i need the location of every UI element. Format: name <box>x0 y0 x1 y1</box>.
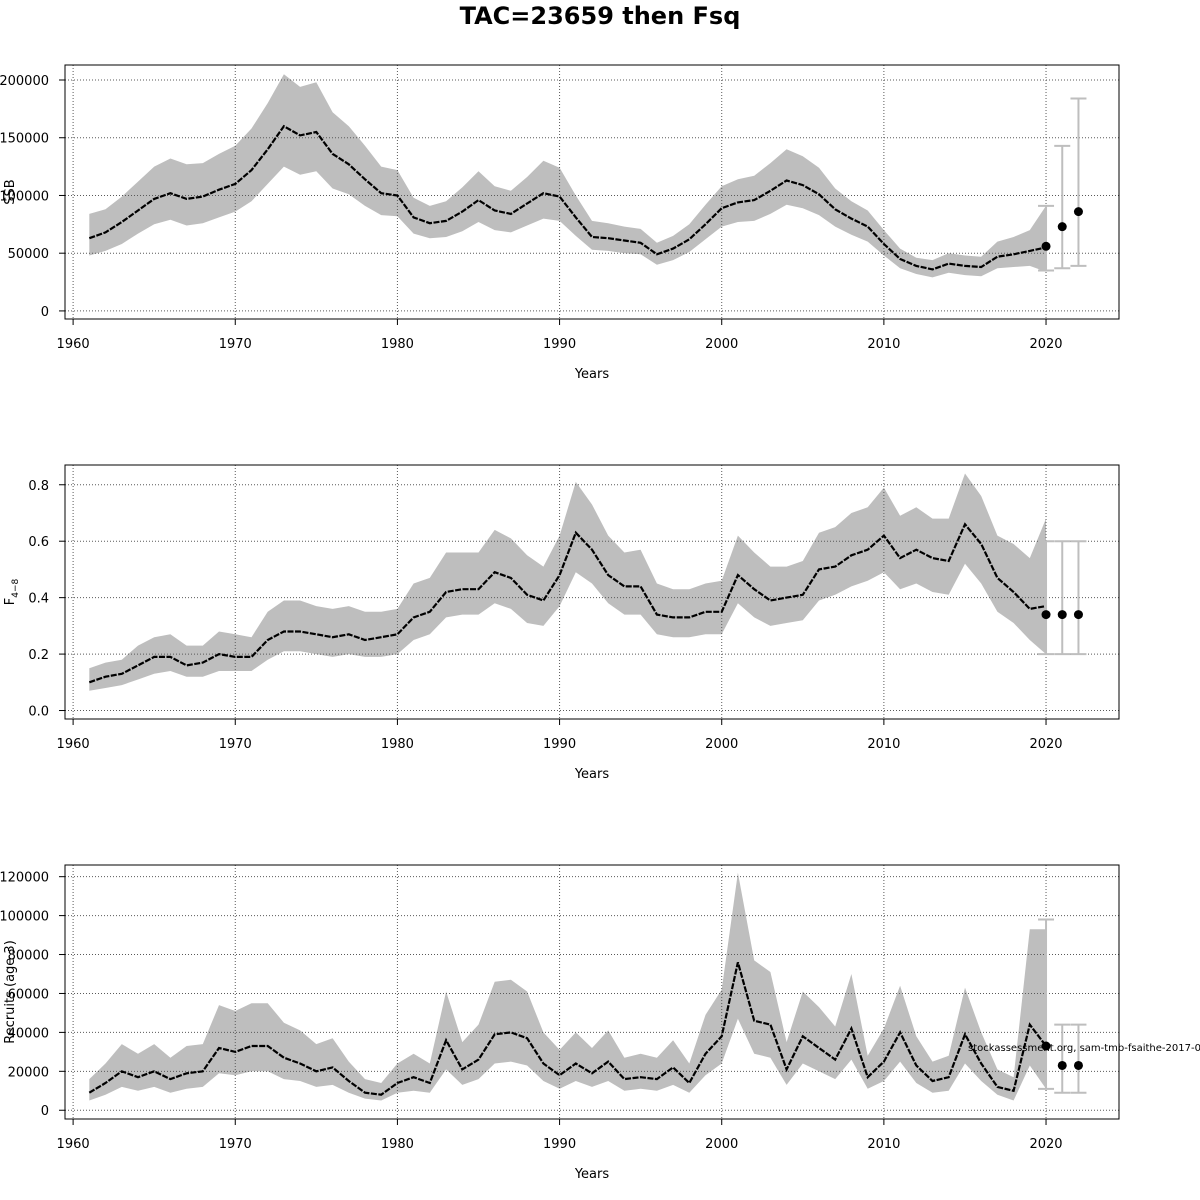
f-y-axis-title: F4−8 <box>3 578 21 605</box>
f-forecast-point-2020 <box>1041 610 1051 620</box>
recruits-y-tick-label-1: 20000 <box>8 1065 49 1080</box>
ssb-y-tick-label-0: 0 <box>41 305 49 320</box>
f-x-tick-label-1990: 1990 <box>543 737 576 752</box>
recruits-y-tick-label-5: 100000 <box>0 910 49 925</box>
f-y-tick-label-2: 0.4 <box>28 592 49 607</box>
recruits-y-tick-label-4: 80000 <box>8 949 49 964</box>
f-y-axis-title-subscript: 4−8 <box>11 578 21 597</box>
recruits-x-tick-label-2000: 2000 <box>705 1137 738 1152</box>
ssb-y-tick-label-2: 100000 <box>0 189 49 204</box>
recruits-x-tick-label-2020: 2020 <box>1029 1137 1062 1152</box>
ssb-x-tick-label-1990: 1990 <box>543 337 576 352</box>
recruits-estimate-line <box>88 962 1047 1096</box>
page-title: TAC=23659 then Fsq <box>459 2 741 30</box>
recruits-y-tick-label-0: 0 <box>41 1104 49 1119</box>
recruits-x-tick-label-1980: 1980 <box>381 1137 414 1152</box>
ssb-x-tick-label-1960: 1960 <box>57 337 90 352</box>
ssb-y-tick-label-3: 150000 <box>0 132 49 147</box>
ssb-forecast-point-2020 <box>1041 241 1051 251</box>
f-forecast-point-2021 <box>1057 610 1067 620</box>
f-y-tick-label-3: 0.6 <box>28 535 49 550</box>
ssb-confidence-band <box>89 74 1047 278</box>
ssb-panel: 1960 1970 1980 1990 2000 2010 2020 Years 0 50000 1… <box>0 64 1120 382</box>
ssb-x-tick-label-1980: 1980 <box>381 337 414 352</box>
ssb-x-tick-label-1970: 1970 <box>219 337 252 352</box>
recruits-forecast-point-2020 <box>1041 1041 1051 1051</box>
recruits-confidence-band <box>89 872 1047 1101</box>
ssb-y-tick-label-4: 200000 <box>0 74 49 89</box>
f-confidence-band <box>89 473 1047 691</box>
f-forecast-point-2022 <box>1073 610 1083 620</box>
credit-text: stockassessment.org, sam-tmb-fsaithe-201… <box>968 1043 1200 1054</box>
f-estimate-line <box>88 522 1047 684</box>
f-y-tick-label-1: 0.2 <box>28 648 49 663</box>
f-x-tick-label-1970: 1970 <box>219 737 252 752</box>
recruits-x-axis-title: Years <box>574 1167 610 1182</box>
recruits-x-tick-label-1960: 1960 <box>57 1137 90 1152</box>
ssb-forecast-point-2021 <box>1057 222 1067 232</box>
recruits-x-tick-label-2010: 2010 <box>867 1137 900 1152</box>
f-x-tick-label-2000: 2000 <box>705 737 738 752</box>
recruits-x-tick-label-1990: 1990 <box>543 1137 576 1152</box>
ssb-y-tick-label-1: 50000 <box>8 247 49 262</box>
ssb-forecast-point-2022 <box>1073 207 1083 217</box>
ssb-y-axis-title: SSB <box>3 179 18 204</box>
recruits-y-tick-label-3: 60000 <box>8 987 49 1002</box>
ssb-x-tick-label-2010: 2010 <box>867 337 900 352</box>
recruits-forecast-point-2021 <box>1057 1060 1067 1070</box>
f-y-tick-label-4: 0.8 <box>28 479 49 494</box>
ssb-x-tick-label-2000: 2000 <box>705 337 738 352</box>
f-y-tick-label-0: 0.0 <box>28 705 49 720</box>
ssb-x-tick-label-2020: 2020 <box>1029 337 1062 352</box>
recruits-panel: 1960 1970 1980 1990 2000 2010 2020 Years 0 20000 4… <box>0 864 1120 1182</box>
ssb-estimate-line <box>88 124 1047 271</box>
fishing-mortality-panel: 1960 1970 1980 1990 2000 2010 2020 Years 0.0 0.2 0… <box>3 464 1120 782</box>
recruits-forecast-point-2022 <box>1073 1060 1083 1070</box>
f-x-tick-label-2020: 2020 <box>1029 737 1062 752</box>
recruits-y-axis-title: Recruits (age 3) <box>3 940 18 1044</box>
f-x-tick-label-2010: 2010 <box>867 737 900 752</box>
ssb-x-axis-title: Years <box>574 367 610 382</box>
recruits-x-tick-label-1970: 1970 <box>219 1137 252 1152</box>
f-x-axis-title: Years <box>574 767 610 782</box>
f-x-tick-label-1980: 1980 <box>381 737 414 752</box>
recruits-y-tick-label-2: 40000 <box>8 1026 49 1041</box>
f-x-tick-label-1960: 1960 <box>57 737 90 752</box>
recruits-y-tick-label-6: 120000 <box>0 871 49 886</box>
